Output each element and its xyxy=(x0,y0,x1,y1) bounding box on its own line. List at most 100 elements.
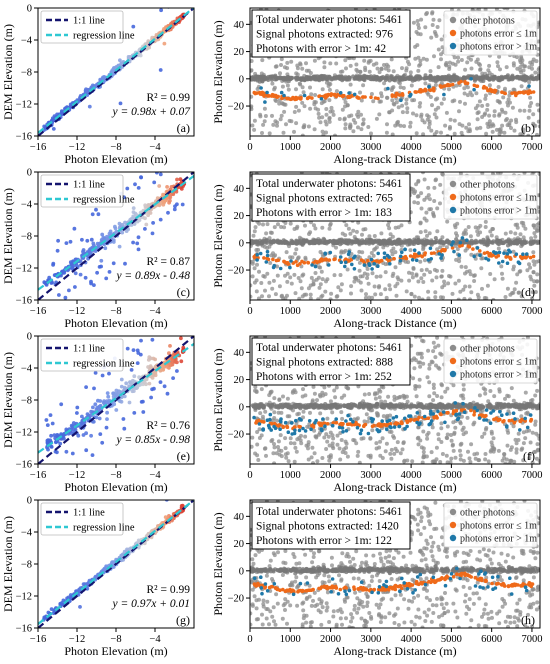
other-photon xyxy=(250,123,255,128)
scatter-point xyxy=(131,210,136,215)
signal-photon xyxy=(400,93,405,97)
scatter-point xyxy=(100,440,105,445)
surface-photon xyxy=(369,239,374,244)
other-photon xyxy=(361,83,366,88)
info-box-frame xyxy=(251,9,411,58)
scatter-point xyxy=(124,381,129,386)
other-photon xyxy=(293,445,298,450)
regression-equation: y = 0.89x - 0.48 xyxy=(115,270,190,282)
other-photon xyxy=(404,68,409,73)
scatter-point xyxy=(90,212,95,217)
scatter-point xyxy=(81,248,86,252)
scatter-point xyxy=(85,238,90,243)
scatter-point xyxy=(143,203,148,208)
scatter-point xyxy=(125,186,130,191)
other-photon xyxy=(478,63,482,67)
other-photon xyxy=(511,398,516,403)
other-photon xyxy=(536,67,540,72)
surface-photon xyxy=(378,76,383,81)
other-photon xyxy=(480,286,484,291)
other-photon xyxy=(469,66,474,71)
x-tick-label: 4000 xyxy=(401,306,422,317)
other-photon xyxy=(289,59,294,64)
other-photon xyxy=(537,108,540,113)
other-photon xyxy=(418,58,423,63)
other-photon xyxy=(386,223,391,227)
other-photon xyxy=(374,274,379,279)
other-photon xyxy=(403,259,408,264)
other-photon xyxy=(520,133,525,136)
other-photon xyxy=(521,130,526,135)
error-photon xyxy=(505,261,510,266)
other-photon xyxy=(410,275,415,280)
other-photon xyxy=(475,117,480,122)
error-photon xyxy=(521,252,525,256)
y-tick-label: 40 xyxy=(234,184,245,195)
scatter-point xyxy=(136,351,141,355)
other-photon xyxy=(348,126,353,131)
other-photon xyxy=(416,55,421,60)
other-photon xyxy=(356,220,361,225)
scatter-point xyxy=(118,58,122,63)
legend-box xyxy=(40,338,124,372)
y-tick-label: −12 xyxy=(16,428,32,439)
other-photon xyxy=(288,221,293,226)
other-photon xyxy=(378,99,383,104)
regression-line xyxy=(38,174,194,291)
other-photon xyxy=(294,104,299,109)
other-photon xyxy=(390,98,395,103)
other-photon xyxy=(307,232,311,236)
other-photon xyxy=(431,212,436,217)
other-photon xyxy=(272,461,277,464)
y-tick-label: −8 xyxy=(21,396,32,407)
error-photon xyxy=(362,263,367,267)
surface-photon xyxy=(357,75,361,80)
other-photon xyxy=(356,254,361,259)
other-photon xyxy=(413,56,418,61)
other-photon xyxy=(423,81,428,86)
surface-photon xyxy=(391,241,396,246)
other-photon xyxy=(339,249,344,254)
other-photon xyxy=(320,87,325,92)
other-photon xyxy=(292,110,297,114)
surface-photon xyxy=(338,76,343,81)
scatter-point xyxy=(126,227,130,232)
other-photon xyxy=(328,221,333,226)
surface-photon xyxy=(508,240,513,245)
other-photon xyxy=(321,133,326,136)
other-photon xyxy=(431,340,436,345)
signal-photon xyxy=(376,96,380,101)
error-photon xyxy=(302,93,307,98)
scatter-point xyxy=(55,248,60,253)
other-photon xyxy=(485,107,490,112)
info-box-frame xyxy=(251,173,411,222)
other-photon xyxy=(528,274,533,279)
surface-photon xyxy=(266,74,271,79)
signal-photon xyxy=(271,257,275,262)
other-photon xyxy=(400,66,404,71)
other-photon xyxy=(374,116,379,121)
other-photon xyxy=(445,219,450,224)
other-photon xyxy=(425,11,429,15)
x-axis-label: Photon Elevation (m) xyxy=(64,480,167,494)
other-photon xyxy=(419,114,424,119)
other-photon xyxy=(320,115,325,120)
scatter-point xyxy=(135,361,140,365)
surface-photon xyxy=(430,240,435,245)
other-photon xyxy=(340,107,345,112)
other-photon xyxy=(454,231,458,236)
other-photon xyxy=(292,129,296,134)
other-photon xyxy=(445,460,450,464)
surface-photon xyxy=(479,76,484,81)
signal-photon xyxy=(508,257,513,261)
y-tick-label: −12 xyxy=(16,100,32,111)
scatter-point xyxy=(119,377,124,382)
surface-photon xyxy=(536,240,540,245)
scatter-point xyxy=(179,312,183,316)
other-photon xyxy=(313,226,318,231)
scatter-point xyxy=(178,153,182,157)
error-photon xyxy=(388,262,392,266)
other-photon xyxy=(412,294,417,299)
